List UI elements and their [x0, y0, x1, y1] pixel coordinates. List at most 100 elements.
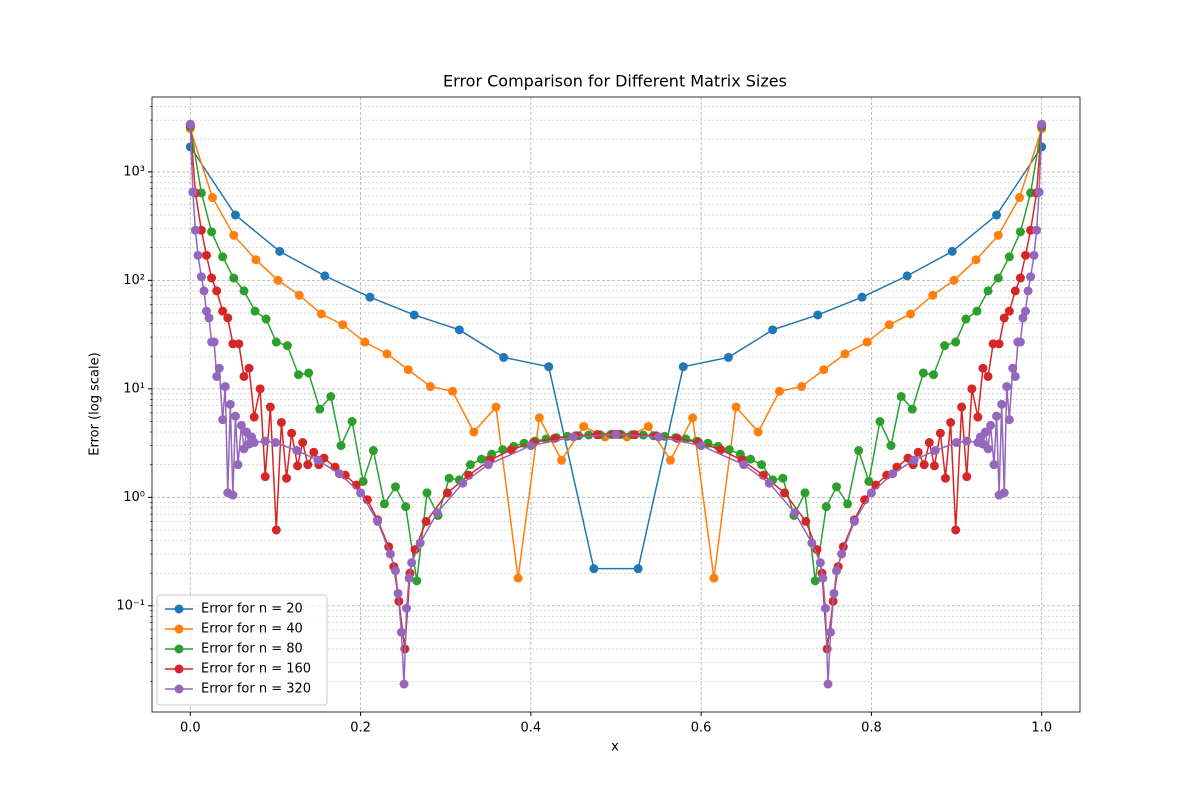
- marker: [757, 460, 767, 470]
- marker: [731, 402, 741, 412]
- marker: [778, 473, 788, 483]
- marker: [412, 576, 422, 586]
- marker: [972, 306, 982, 316]
- marker: [360, 337, 370, 347]
- marker: [1010, 371, 1020, 381]
- marker: [249, 438, 259, 448]
- marker: [1029, 250, 1039, 260]
- marker: [999, 488, 1009, 498]
- marker: [282, 473, 292, 483]
- marker: [465, 460, 475, 470]
- marker: [823, 679, 833, 689]
- legend-label: Error for n = 320: [201, 682, 311, 697]
- marker: [233, 460, 243, 470]
- marker: [768, 325, 778, 335]
- grid: [152, 97, 1080, 712]
- marker: [1015, 227, 1025, 237]
- marker: [498, 445, 508, 455]
- legend-label: Error for n = 160: [201, 662, 311, 677]
- legend-marker: [174, 624, 184, 634]
- marker: [688, 413, 698, 423]
- marker: [229, 230, 239, 240]
- marker: [800, 488, 810, 498]
- marker: [951, 525, 961, 535]
- marker: [229, 273, 239, 283]
- legend-marker: [174, 644, 184, 654]
- series: [185, 119, 1047, 689]
- x-tick-label: 0.0: [180, 721, 201, 736]
- marker: [265, 402, 275, 412]
- marker: [818, 573, 828, 583]
- marker: [199, 286, 209, 296]
- marker: [837, 549, 847, 559]
- marker: [986, 420, 996, 430]
- series: [185, 142, 1047, 574]
- x-tick-label: 1.0: [1031, 721, 1052, 736]
- marker: [396, 627, 406, 637]
- marker: [1015, 193, 1025, 203]
- marker: [239, 286, 249, 296]
- marker: [919, 460, 929, 470]
- marker: [1037, 119, 1047, 129]
- marker: [654, 432, 664, 442]
- marker: [832, 566, 842, 576]
- marker: [260, 436, 270, 446]
- marker: [425, 382, 435, 392]
- marker: [230, 210, 240, 220]
- marker: [190, 225, 200, 235]
- y-tick-label: 10³: [123, 164, 145, 179]
- marker: [696, 441, 706, 451]
- x-axis-label: x: [611, 740, 619, 755]
- marker: [1032, 225, 1042, 235]
- marker: [840, 349, 850, 359]
- marker: [947, 246, 957, 256]
- marker: [544, 362, 554, 372]
- marker: [399, 679, 409, 689]
- marker: [665, 455, 675, 465]
- marker: [347, 417, 357, 427]
- marker: [810, 576, 820, 586]
- marker: [854, 446, 864, 456]
- chart-title: Error Comparison for Different Matrix Si…: [443, 72, 787, 91]
- marker: [273, 275, 283, 285]
- marker: [513, 573, 523, 583]
- marker: [983, 286, 993, 296]
- marker: [962, 436, 972, 446]
- marker: [1026, 272, 1036, 282]
- legend-label: Error for n = 20: [201, 602, 303, 617]
- marker: [1004, 252, 1014, 262]
- marker: [188, 187, 198, 197]
- marker: [978, 363, 988, 373]
- marker: [807, 538, 817, 548]
- marker: [790, 508, 800, 518]
- marker: [724, 445, 734, 455]
- marker: [983, 371, 993, 381]
- marker: [826, 627, 836, 637]
- marker: [326, 392, 336, 402]
- marker: [442, 488, 452, 498]
- x-tick-label: 0.8: [861, 721, 882, 736]
- marker: [390, 566, 400, 576]
- marker: [220, 382, 230, 392]
- marker: [336, 441, 346, 451]
- marker: [207, 273, 217, 283]
- marker: [1021, 250, 1031, 260]
- marker: [875, 417, 885, 427]
- marker: [309, 447, 319, 457]
- marker: [379, 499, 389, 509]
- marker: [491, 402, 501, 412]
- marker: [356, 488, 366, 498]
- marker: [249, 412, 259, 422]
- marker: [1023, 286, 1033, 296]
- marker: [271, 337, 281, 347]
- marker: [201, 306, 211, 316]
- marker: [801, 516, 811, 526]
- marker: [499, 352, 509, 362]
- marker: [819, 365, 829, 375]
- marker: [994, 339, 1004, 349]
- marker: [589, 564, 599, 574]
- legend-marker: [174, 664, 184, 674]
- marker: [362, 495, 372, 505]
- marker: [469, 427, 479, 437]
- marker: [1018, 313, 1028, 323]
